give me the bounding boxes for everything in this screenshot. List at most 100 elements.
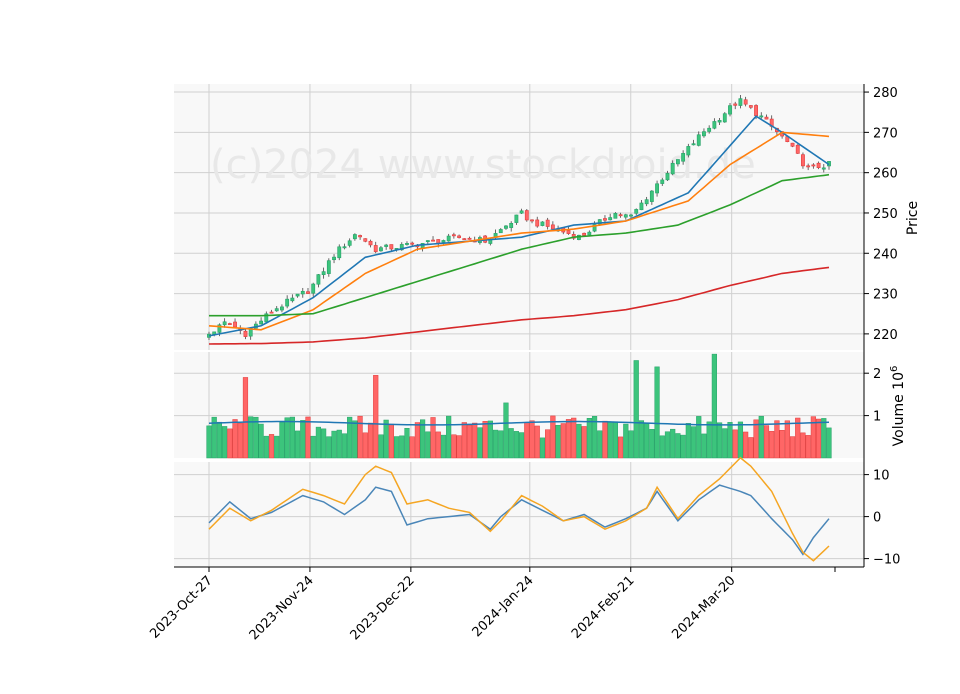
- candle-body: [285, 298, 290, 307]
- candle-body: [326, 260, 331, 274]
- ma-slow-line: [209, 173, 830, 317]
- volume-bar: [680, 434, 686, 459]
- candle-body: [290, 297, 295, 302]
- candle-body: [623, 214, 628, 218]
- volume-bar: [367, 422, 374, 459]
- volume-bar: [597, 430, 603, 459]
- volume-bar: [513, 431, 519, 459]
- volume-bar: [638, 420, 645, 459]
- volume-bar: [618, 436, 624, 459]
- volume-bar: [628, 430, 634, 459]
- volume-bar: [826, 427, 832, 459]
- oscillator-line-1: [208, 484, 830, 556]
- candle-body: [743, 99, 748, 105]
- volume-bar: [675, 433, 681, 459]
- candle-body: [347, 240, 352, 246]
- candle-body: [696, 134, 701, 146]
- candle-body: [311, 283, 316, 294]
- volume-bar: [300, 420, 306, 459]
- candle-body: [748, 105, 753, 108]
- volume-bar: [659, 435, 665, 459]
- volume-bar: [289, 416, 295, 459]
- volume-bar: [784, 420, 790, 459]
- volume-bar: [263, 435, 269, 459]
- volume-bar: [555, 425, 561, 459]
- volume-bar: [565, 419, 572, 459]
- oscillator-panel: [174, 462, 864, 567]
- volume-bar: [737, 421, 744, 459]
- indicator-lines: [208, 115, 830, 562]
- volume-bar: [581, 426, 587, 459]
- candle-body: [587, 231, 592, 236]
- volume-bar: [612, 421, 618, 459]
- candle-body: [618, 214, 623, 217]
- candle-body: [795, 144, 800, 154]
- volume-bar: [451, 434, 457, 459]
- volume-bar: [206, 425, 212, 459]
- volume-bar: [466, 424, 473, 459]
- volume-bar: [696, 416, 702, 459]
- candle-body: [399, 244, 404, 251]
- candle-body: [243, 330, 248, 337]
- volume-bar: [722, 428, 728, 459]
- volume-bar: [524, 422, 530, 459]
- volume-bar: [649, 429, 655, 459]
- candle-body: [332, 256, 336, 261]
- volume-bar: [690, 426, 697, 459]
- oscillator-tick-label: 10: [873, 469, 890, 484]
- volume-bar: [539, 437, 546, 459]
- volume-bar: [591, 416, 598, 459]
- candle-body: [806, 165, 811, 168]
- volume-bar: [670, 428, 676, 459]
- volume-bar: [362, 432, 368, 459]
- candle-body: [306, 291, 310, 294]
- candle-body: [264, 313, 269, 323]
- volume-bar: [253, 416, 259, 459]
- candle-body: [608, 217, 613, 221]
- candle-body: [233, 321, 237, 328]
- volume-bar: [414, 422, 420, 459]
- volume-bar: [550, 415, 556, 459]
- volume-bar: [748, 437, 754, 459]
- volume-bars: [206, 353, 832, 459]
- volume-bar: [654, 366, 660, 459]
- candle-body: [217, 324, 222, 333]
- candle-body: [384, 244, 389, 247]
- candle-body: [431, 239, 435, 242]
- volume-bar: [789, 436, 796, 459]
- volume-exponent: 6: [889, 366, 900, 372]
- volume-bar: [352, 420, 358, 459]
- volume-bar: [519, 432, 525, 459]
- volume-bar: [503, 402, 509, 459]
- candle-body: [675, 159, 680, 165]
- volume-bar: [420, 419, 426, 459]
- volume-bar: [357, 415, 363, 459]
- x-tick-label: 2024-Feb-21: [569, 573, 638, 642]
- volume-bar: [211, 416, 217, 459]
- candle-body: [691, 143, 696, 146]
- volume-bar: [743, 431, 749, 459]
- watermark-text: (c)2024 www.stockdroid.de: [210, 142, 756, 188]
- volume-bar: [560, 423, 566, 459]
- volume-bar: [383, 419, 389, 459]
- volume-bar: [633, 360, 639, 459]
- volume-bar: [331, 430, 337, 459]
- volume-bar: [268, 434, 275, 459]
- candle-body: [467, 237, 472, 240]
- volume-bar: [294, 430, 301, 459]
- volume-bar: [685, 423, 691, 459]
- volume-bar: [815, 418, 822, 459]
- candle-body: [717, 120, 722, 123]
- candle-body: [738, 98, 743, 106]
- volume-bar: [258, 423, 264, 459]
- candle-body: [566, 230, 571, 234]
- volume-bar: [237, 422, 243, 459]
- volume-bar: [779, 430, 785, 459]
- volume-bar: [810, 416, 816, 459]
- volume-bar: [763, 425, 770, 459]
- candle-body: [665, 173, 670, 181]
- volume-bar: [758, 415, 764, 459]
- candle-body: [592, 224, 597, 232]
- candle-body: [269, 311, 274, 314]
- candle-body: [582, 232, 587, 236]
